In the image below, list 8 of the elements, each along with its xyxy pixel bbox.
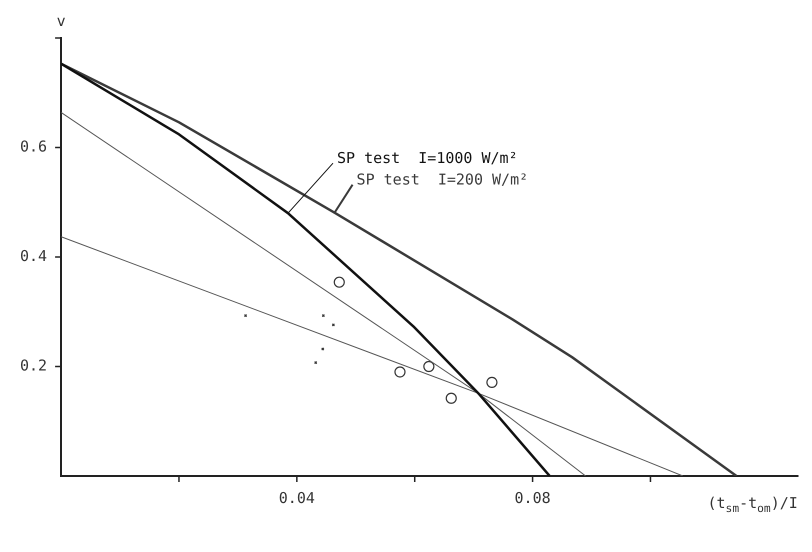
text: SP test I=200 W/m²: [356, 170, 528, 189]
x-tick-label: 0.08: [514, 488, 551, 507]
y-axis-title: v: [56, 12, 66, 30]
text: SP test I=1000 W/m²: [337, 149, 518, 168]
y-tick-label: 0.6: [20, 137, 48, 156]
x-tick-label: 0.04: [278, 488, 315, 507]
y-tick-label: 0.4: [20, 246, 48, 265]
y-tick-label: 0.2: [20, 356, 48, 374]
